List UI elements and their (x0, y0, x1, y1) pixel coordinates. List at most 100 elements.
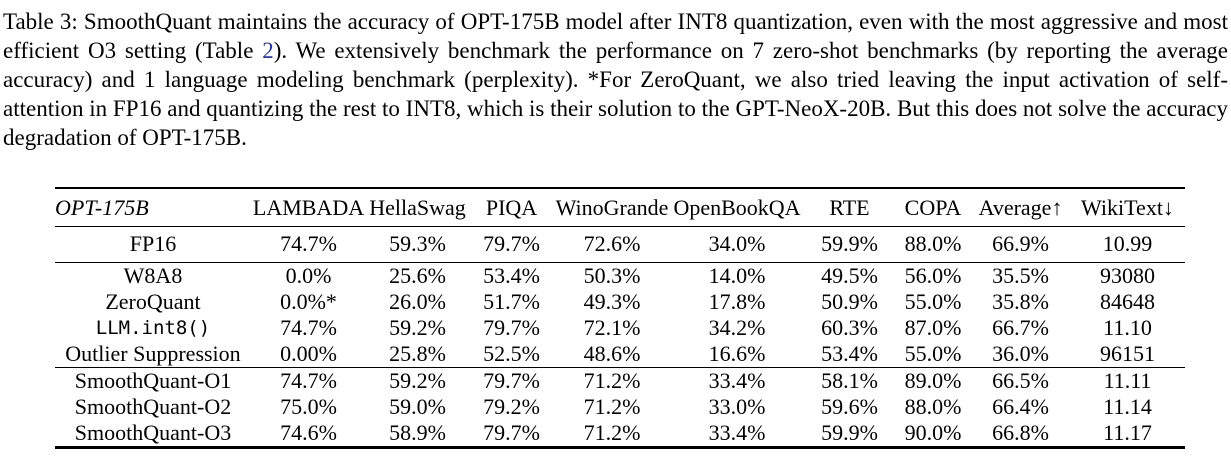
value-cell: 93080 (1100, 263, 1155, 288)
value-cell: 88.0% (904, 394, 962, 419)
value-cell: 48.6% (583, 341, 641, 366)
value-cell: 79.7% (483, 368, 540, 393)
value-cell: 36.0% (992, 341, 1049, 366)
value-cell: 34.2% (708, 315, 766, 340)
value-cell: 79.7% (483, 315, 540, 340)
value-cell: 84648 (1100, 289, 1155, 314)
value-cell: 59.9% (821, 420, 878, 445)
paper-page: Table 3: SmoothQuant maintains the accur… (0, 0, 1231, 449)
value-cell: 71.2% (583, 394, 641, 419)
value-cell: 59.9% (821, 231, 878, 256)
method-name-cell: SmoothQuant-O2 (74, 394, 232, 419)
value-cell: 74.6% (280, 420, 337, 445)
value-cell: 33.0% (708, 394, 766, 419)
value-cell: 14.0% (708, 263, 766, 288)
column-header-wikitext: WikiText↓ (1081, 195, 1174, 220)
table-row: SmoothQuant-O1 74.7% 59.2% 79.7% 71.2% 33.4% 5… (55, 368, 1185, 395)
value-cell: 33.4% (708, 368, 766, 393)
value-cell: 16.6% (708, 341, 766, 366)
value-cell: 60.3% (821, 315, 878, 340)
value-cell: 49.3% (583, 289, 641, 314)
value-cell: 17.8% (708, 289, 766, 314)
value-cell: 11.14 (1103, 394, 1152, 419)
column-header-rte: RTE (829, 195, 870, 220)
method-name-cell: LLM.int8() (95, 317, 211, 339)
column-header-opt-175b: OPT-175B (55, 195, 149, 220)
value-cell: 87.0% (904, 315, 962, 340)
table-row: ZeroQuant 0.0%* 26.0% 51.7% 49.3% 17.8% 50.9% 5… (55, 289, 1185, 315)
results-table: OPT-175B LAMBADA HellaSwag PIQA WinoGrande Op… (55, 187, 1185, 449)
value-cell: 35.5% (992, 263, 1049, 288)
value-cell: 51.7% (483, 289, 540, 314)
value-cell: 74.7% (280, 231, 337, 256)
table-header: OPT-175B LAMBADA HellaSwag PIQA WinoGrande Op… (55, 188, 1185, 227)
value-cell: 50.3% (583, 263, 641, 288)
column-header-copa: COPA (904, 195, 962, 220)
value-cell: 56.0% (904, 263, 962, 288)
value-cell: 59.2% (389, 315, 446, 340)
value-cell: 59.2% (389, 368, 446, 393)
value-cell: 71.2% (583, 368, 641, 393)
value-cell: 66.7% (992, 315, 1049, 340)
value-cell: 72.1% (583, 315, 641, 340)
value-cell: 11.10 (1103, 315, 1152, 340)
value-cell: 79.7% (483, 420, 540, 445)
caption-text-after-link: ). We extensively benchmark the performa… (3, 38, 1228, 150)
value-cell: 50.9% (821, 289, 878, 314)
value-cell: 34.0% (708, 231, 766, 256)
value-cell: 55.0% (904, 289, 962, 314)
value-cell: 74.7% (280, 368, 337, 393)
value-cell: 72.6% (583, 231, 641, 256)
table-2-reference-link[interactable]: 2 (262, 38, 274, 63)
method-name-cell: ZeroQuant (105, 289, 201, 314)
value-cell: 96151 (1100, 341, 1155, 366)
value-cell: 88.0% (904, 231, 962, 256)
column-header-piqa: PIQA (485, 195, 538, 220)
method-name-cell: Outlier Suppression (65, 341, 241, 366)
value-cell: 79.2% (483, 394, 540, 419)
method-name-cell: SmoothQuant-O1 (74, 368, 232, 393)
column-header-hellaswag: HellaSwag (369, 195, 466, 220)
table-group-int8-baselines: W8A8 0.0% 25.6% 53.4% 50.3% 14.0% 49.5% 56.0% 35… (55, 262, 1185, 368)
value-cell: 11.11 (1103, 368, 1152, 393)
table-row: Outlier Suppression 0.00% 25.8% 52.5% 48.6% 1… (55, 341, 1185, 368)
method-name-cell: W8A8 (123, 263, 183, 288)
value-cell: 53.4% (821, 341, 878, 366)
value-cell: 11.17 (1103, 420, 1152, 445)
table-group-smoothquant: SmoothQuant-O1 74.7% 59.2% 79.7% 71.2% 33.4% 5… (55, 367, 1185, 448)
value-cell: 33.4% (708, 420, 766, 445)
value-cell: 49.5% (821, 263, 878, 288)
value-cell: 66.9% (992, 231, 1049, 256)
value-cell: 26.0% (389, 289, 446, 314)
column-header-average: Average↑ (978, 195, 1063, 220)
value-cell: 59.3% (389, 231, 446, 256)
value-cell: 35.8% (992, 289, 1049, 314)
table-caption: Table 3: SmoothQuant maintains the accur… (0, 0, 1231, 152)
value-cell: 10.99 (1102, 231, 1153, 256)
value-cell: 66.4% (992, 394, 1049, 419)
table-row: LLM.int8() 74.7% 59.2% 79.7% 72.1% 34.2% 60.3%… (55, 315, 1185, 341)
column-header-winogrande: WinoGrande (555, 195, 669, 220)
table-row: FP16 74.7% 59.3% 79.7% 72.6% 34.0% 59.9% 88.0% 6… (55, 227, 1185, 263)
method-name-cell: SmoothQuant-O3 (74, 420, 232, 445)
value-cell: 25.8% (389, 341, 446, 366)
table-group-fp16-baseline: FP16 74.7% 59.3% 79.7% 72.6% 34.0% 59.9% 88.0% 6… (55, 227, 1185, 263)
value-cell: 74.7% (280, 315, 337, 340)
value-cell: 25.6% (389, 263, 446, 288)
header-row: OPT-175B LAMBADA HellaSwag PIQA WinoGrande Op… (55, 188, 1185, 227)
value-cell: 55.0% (904, 341, 962, 366)
value-cell: 52.5% (483, 341, 540, 366)
column-header-lambada: LAMBADA (252, 195, 365, 220)
caption-text-before-link: Table 3: SmoothQuant maintains the accur… (3, 9, 1228, 63)
value-cell: 66.5% (992, 368, 1049, 393)
value-cell: 79.7% (483, 231, 540, 256)
value-cell: 0.0% (285, 263, 332, 288)
value-cell: 59.6% (821, 394, 878, 419)
value-cell: 66.8% (992, 420, 1049, 445)
column-header-openbookqa: OpenBookQA (673, 195, 801, 220)
table-row: SmoothQuant-O2 75.0% 59.0% 79.2% 71.2% 33.0% 5… (55, 394, 1185, 420)
method-name-cell: FP16 (129, 231, 177, 256)
value-cell: 89.0% (904, 368, 962, 393)
value-cell: 71.2% (583, 420, 641, 445)
value-cell: 75.0% (280, 394, 337, 419)
